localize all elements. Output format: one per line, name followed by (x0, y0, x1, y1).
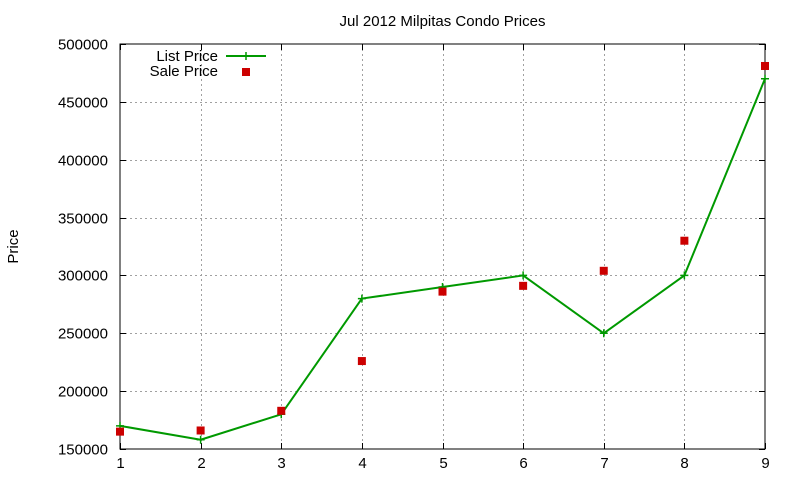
plot-frame (119, 43, 766, 450)
sale-price-point (357, 357, 366, 366)
y-tick-label: 450000 (58, 95, 108, 112)
list-price-point (680, 271, 689, 280)
list-price-point (761, 74, 769, 83)
chart-title: Jul 2012 Milpitas Condo Prices (340, 13, 546, 30)
sale-price-point (599, 266, 608, 275)
y-tick-label: 250000 (58, 326, 108, 343)
sale-price-point (196, 426, 205, 435)
sale-price-point (519, 281, 528, 290)
x-tick-label: 5 (439, 455, 447, 472)
legend-label-list-price: List Price (156, 48, 218, 65)
sale-price-point (761, 61, 769, 70)
sale-price-point (680, 236, 689, 245)
x-tick-label: 4 (358, 455, 366, 472)
x-tick-label: 3 (277, 455, 285, 472)
legend-marker-list-price (242, 52, 250, 60)
list-price-line (119, 78, 766, 441)
sale-price-point (116, 427, 124, 436)
x-tick-label: 6 (519, 455, 527, 472)
series-layer (116, 61, 769, 444)
x-tick-label: 7 (600, 455, 608, 472)
sale-price-point (438, 287, 447, 296)
legend-label-sale-price: Sale Price (150, 63, 218, 80)
y-tick-label: 150000 (58, 442, 108, 459)
y-tick-label: 200000 (58, 384, 108, 401)
list-price-point (599, 329, 608, 338)
list-price-point (357, 294, 366, 303)
list-price-point (519, 271, 528, 280)
y-tick-label: 300000 (58, 268, 108, 285)
grid-layer (120, 44, 765, 449)
sale-price-point (277, 406, 286, 415)
y-tick-label: 400000 (58, 153, 108, 170)
axis-layer: 1500002000002500003000003500004000004500… (58, 37, 770, 473)
y-tick-label: 500000 (58, 37, 108, 54)
legend-marker-sale-price (242, 68, 250, 76)
x-tick-label: 1 (116, 455, 124, 472)
x-tick-label: 2 (197, 455, 205, 472)
list-price-point (196, 435, 205, 444)
x-tick-label: 8 (680, 455, 688, 472)
y-axis-label: Price (5, 229, 22, 263)
legend: List Price Sale Price (150, 48, 266, 80)
x-tick-label: 9 (761, 455, 769, 472)
y-tick-label: 350000 (58, 211, 108, 228)
